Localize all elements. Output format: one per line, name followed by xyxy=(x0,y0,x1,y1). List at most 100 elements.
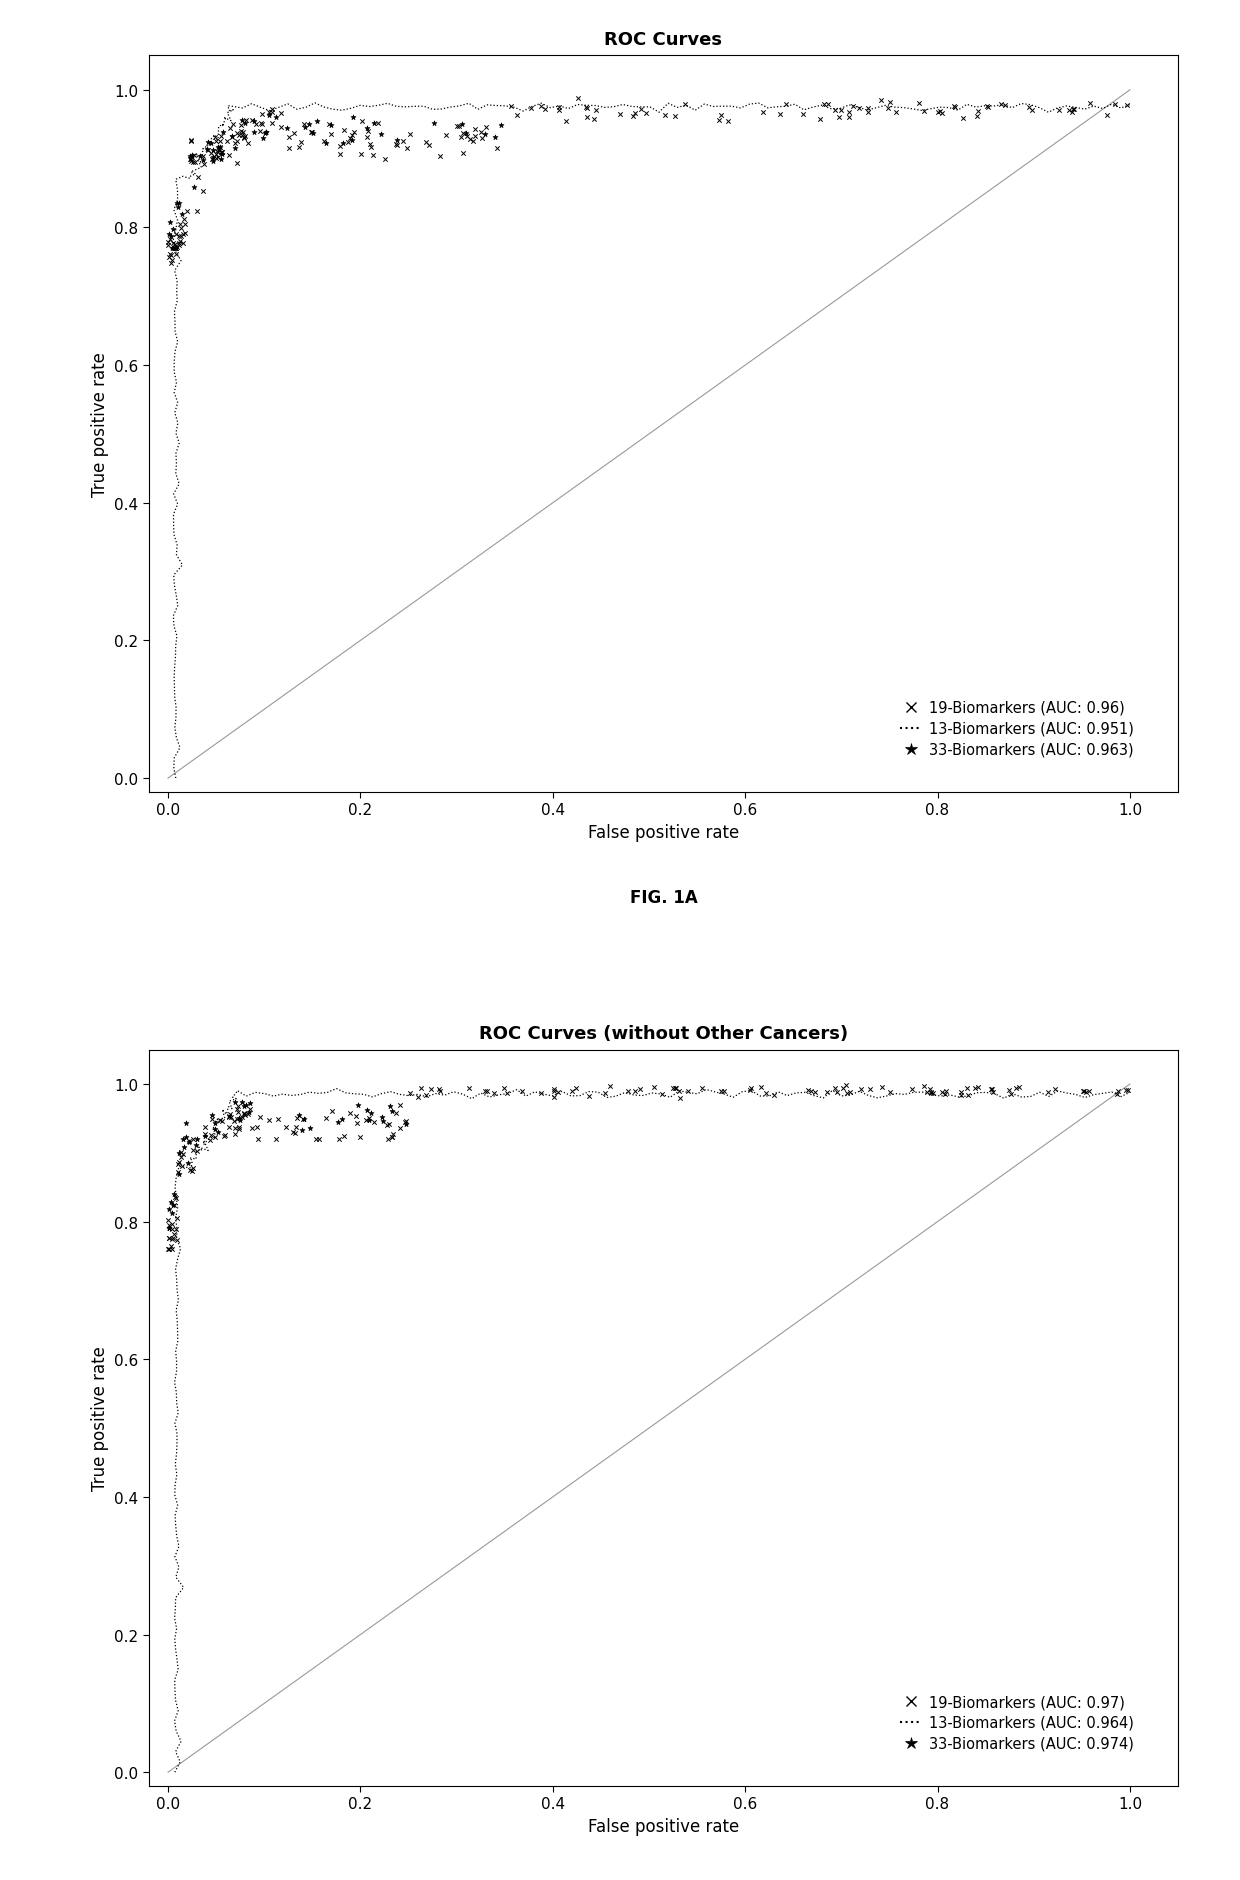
Point xyxy=(389,1113,409,1143)
Point xyxy=(666,1073,686,1104)
Point xyxy=(577,94,596,124)
Point xyxy=(159,1194,179,1224)
Point xyxy=(410,1073,430,1104)
Point xyxy=(872,1072,892,1102)
Point xyxy=(182,143,202,173)
Point xyxy=(600,1072,620,1102)
Point xyxy=(187,1137,207,1167)
Point xyxy=(363,141,383,171)
Point xyxy=(294,111,314,141)
Point xyxy=(306,1124,326,1154)
Point xyxy=(242,105,262,135)
Point xyxy=(477,1077,497,1107)
Point xyxy=(832,1073,852,1104)
Point xyxy=(931,1077,951,1107)
Point xyxy=(536,96,556,126)
Point xyxy=(164,1190,184,1220)
Point xyxy=(424,109,444,139)
Point xyxy=(1076,1077,1096,1107)
Point xyxy=(232,120,252,150)
Point xyxy=(255,118,275,149)
Point xyxy=(382,1122,402,1152)
Point xyxy=(228,1115,248,1145)
Point xyxy=(368,109,388,139)
Point xyxy=(308,107,327,137)
Point xyxy=(319,111,339,141)
Point xyxy=(234,1090,254,1120)
Point xyxy=(952,103,972,133)
Point xyxy=(1117,90,1137,120)
Point xyxy=(397,133,417,164)
Point xyxy=(1080,1077,1100,1107)
Point xyxy=(167,1203,187,1233)
Point xyxy=(227,1104,247,1134)
Point xyxy=(217,128,237,158)
Point xyxy=(166,235,186,265)
Point xyxy=(285,1119,305,1149)
Point xyxy=(379,1092,399,1122)
Point xyxy=(753,98,773,128)
Point xyxy=(275,1113,295,1143)
Point xyxy=(967,96,987,126)
Point xyxy=(316,1104,336,1134)
Point xyxy=(184,1124,203,1154)
Point xyxy=(851,1073,870,1104)
Point xyxy=(826,96,846,126)
Point xyxy=(202,145,222,175)
Point xyxy=(849,94,869,124)
Point xyxy=(159,1211,179,1241)
Point xyxy=(165,229,185,259)
Point xyxy=(340,1098,360,1128)
Point xyxy=(164,1224,184,1254)
Point xyxy=(465,115,485,145)
Point xyxy=(170,211,190,241)
Point xyxy=(186,1130,206,1160)
Point xyxy=(1074,1077,1094,1107)
Point xyxy=(169,1149,188,1179)
Point xyxy=(252,111,272,141)
Point xyxy=(170,1158,190,1188)
Point xyxy=(241,1089,260,1119)
Point xyxy=(361,133,381,164)
Point xyxy=(162,1224,182,1254)
Point xyxy=(159,1222,179,1252)
Point xyxy=(167,1158,187,1188)
Point xyxy=(389,1090,409,1120)
Point xyxy=(210,137,229,167)
Point xyxy=(932,100,952,130)
Point xyxy=(711,1077,730,1107)
Point xyxy=(177,197,197,227)
Point xyxy=(160,239,180,269)
Point xyxy=(172,220,192,250)
Point xyxy=(162,233,182,263)
Point xyxy=(668,1075,688,1105)
Point xyxy=(458,122,477,152)
Point xyxy=(1045,1075,1065,1105)
Point xyxy=(232,117,252,147)
Point xyxy=(951,1077,971,1107)
Point xyxy=(192,141,212,171)
Point xyxy=(465,122,485,152)
Point xyxy=(201,1120,221,1151)
Point xyxy=(182,1156,202,1186)
Point xyxy=(309,1124,329,1154)
Point xyxy=(357,113,377,143)
Point xyxy=(208,143,228,173)
Point xyxy=(224,130,244,160)
Point xyxy=(236,105,255,135)
Point xyxy=(277,115,296,145)
Point xyxy=(756,1079,776,1109)
Point xyxy=(247,1113,267,1143)
Point xyxy=(208,1119,228,1149)
Point xyxy=(234,109,254,139)
Point xyxy=(259,102,279,132)
Point xyxy=(579,1081,599,1111)
Point xyxy=(356,1105,376,1136)
Point xyxy=(449,113,469,143)
Point xyxy=(167,1226,187,1256)
Point xyxy=(165,1183,185,1213)
Point xyxy=(263,109,283,139)
Point xyxy=(663,1073,683,1104)
Point xyxy=(259,1105,279,1136)
Point xyxy=(923,1077,942,1107)
